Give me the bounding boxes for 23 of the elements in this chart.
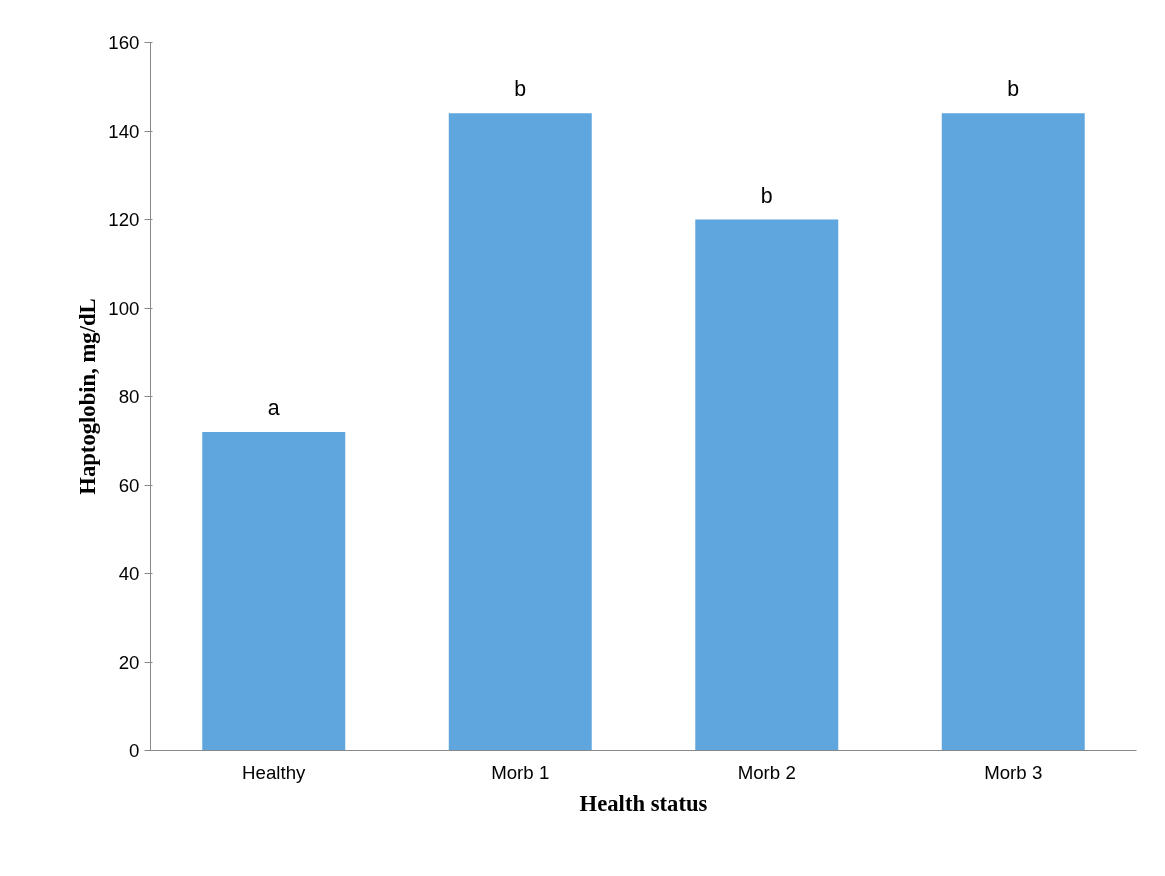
y-tick-label: 120	[108, 209, 140, 230]
y-tick-label: 40	[118, 563, 140, 584]
y-tick-label: 60	[118, 474, 140, 496]
bar	[448, 113, 592, 751]
x-tick-label: Morb 2	[737, 761, 796, 783]
bar	[202, 431, 346, 751]
x-tick-label: Healthy	[242, 761, 307, 783]
bar	[941, 113, 1085, 751]
y-tick-label: 140	[108, 120, 140, 142]
bar	[695, 219, 839, 751]
x-tick-label: Morb 1	[491, 761, 550, 783]
annotation: a	[267, 395, 280, 420]
y-tick-label: 160	[108, 32, 140, 53]
x-tick-label: Morb 3	[984, 761, 1043, 783]
y-axis-title: Haptoglobin, mg/dL	[75, 298, 101, 495]
annotation: b	[514, 77, 527, 102]
x-axis-title: Health status	[579, 790, 708, 816]
y-tick-label: 20	[118, 651, 140, 673]
y-tick-label: 0	[129, 740, 140, 761]
y-tick-label: 100	[108, 297, 140, 319]
y-tick-label: 80	[118, 386, 140, 407]
annotation: b	[760, 183, 773, 208]
annotation: b	[1007, 77, 1020, 102]
